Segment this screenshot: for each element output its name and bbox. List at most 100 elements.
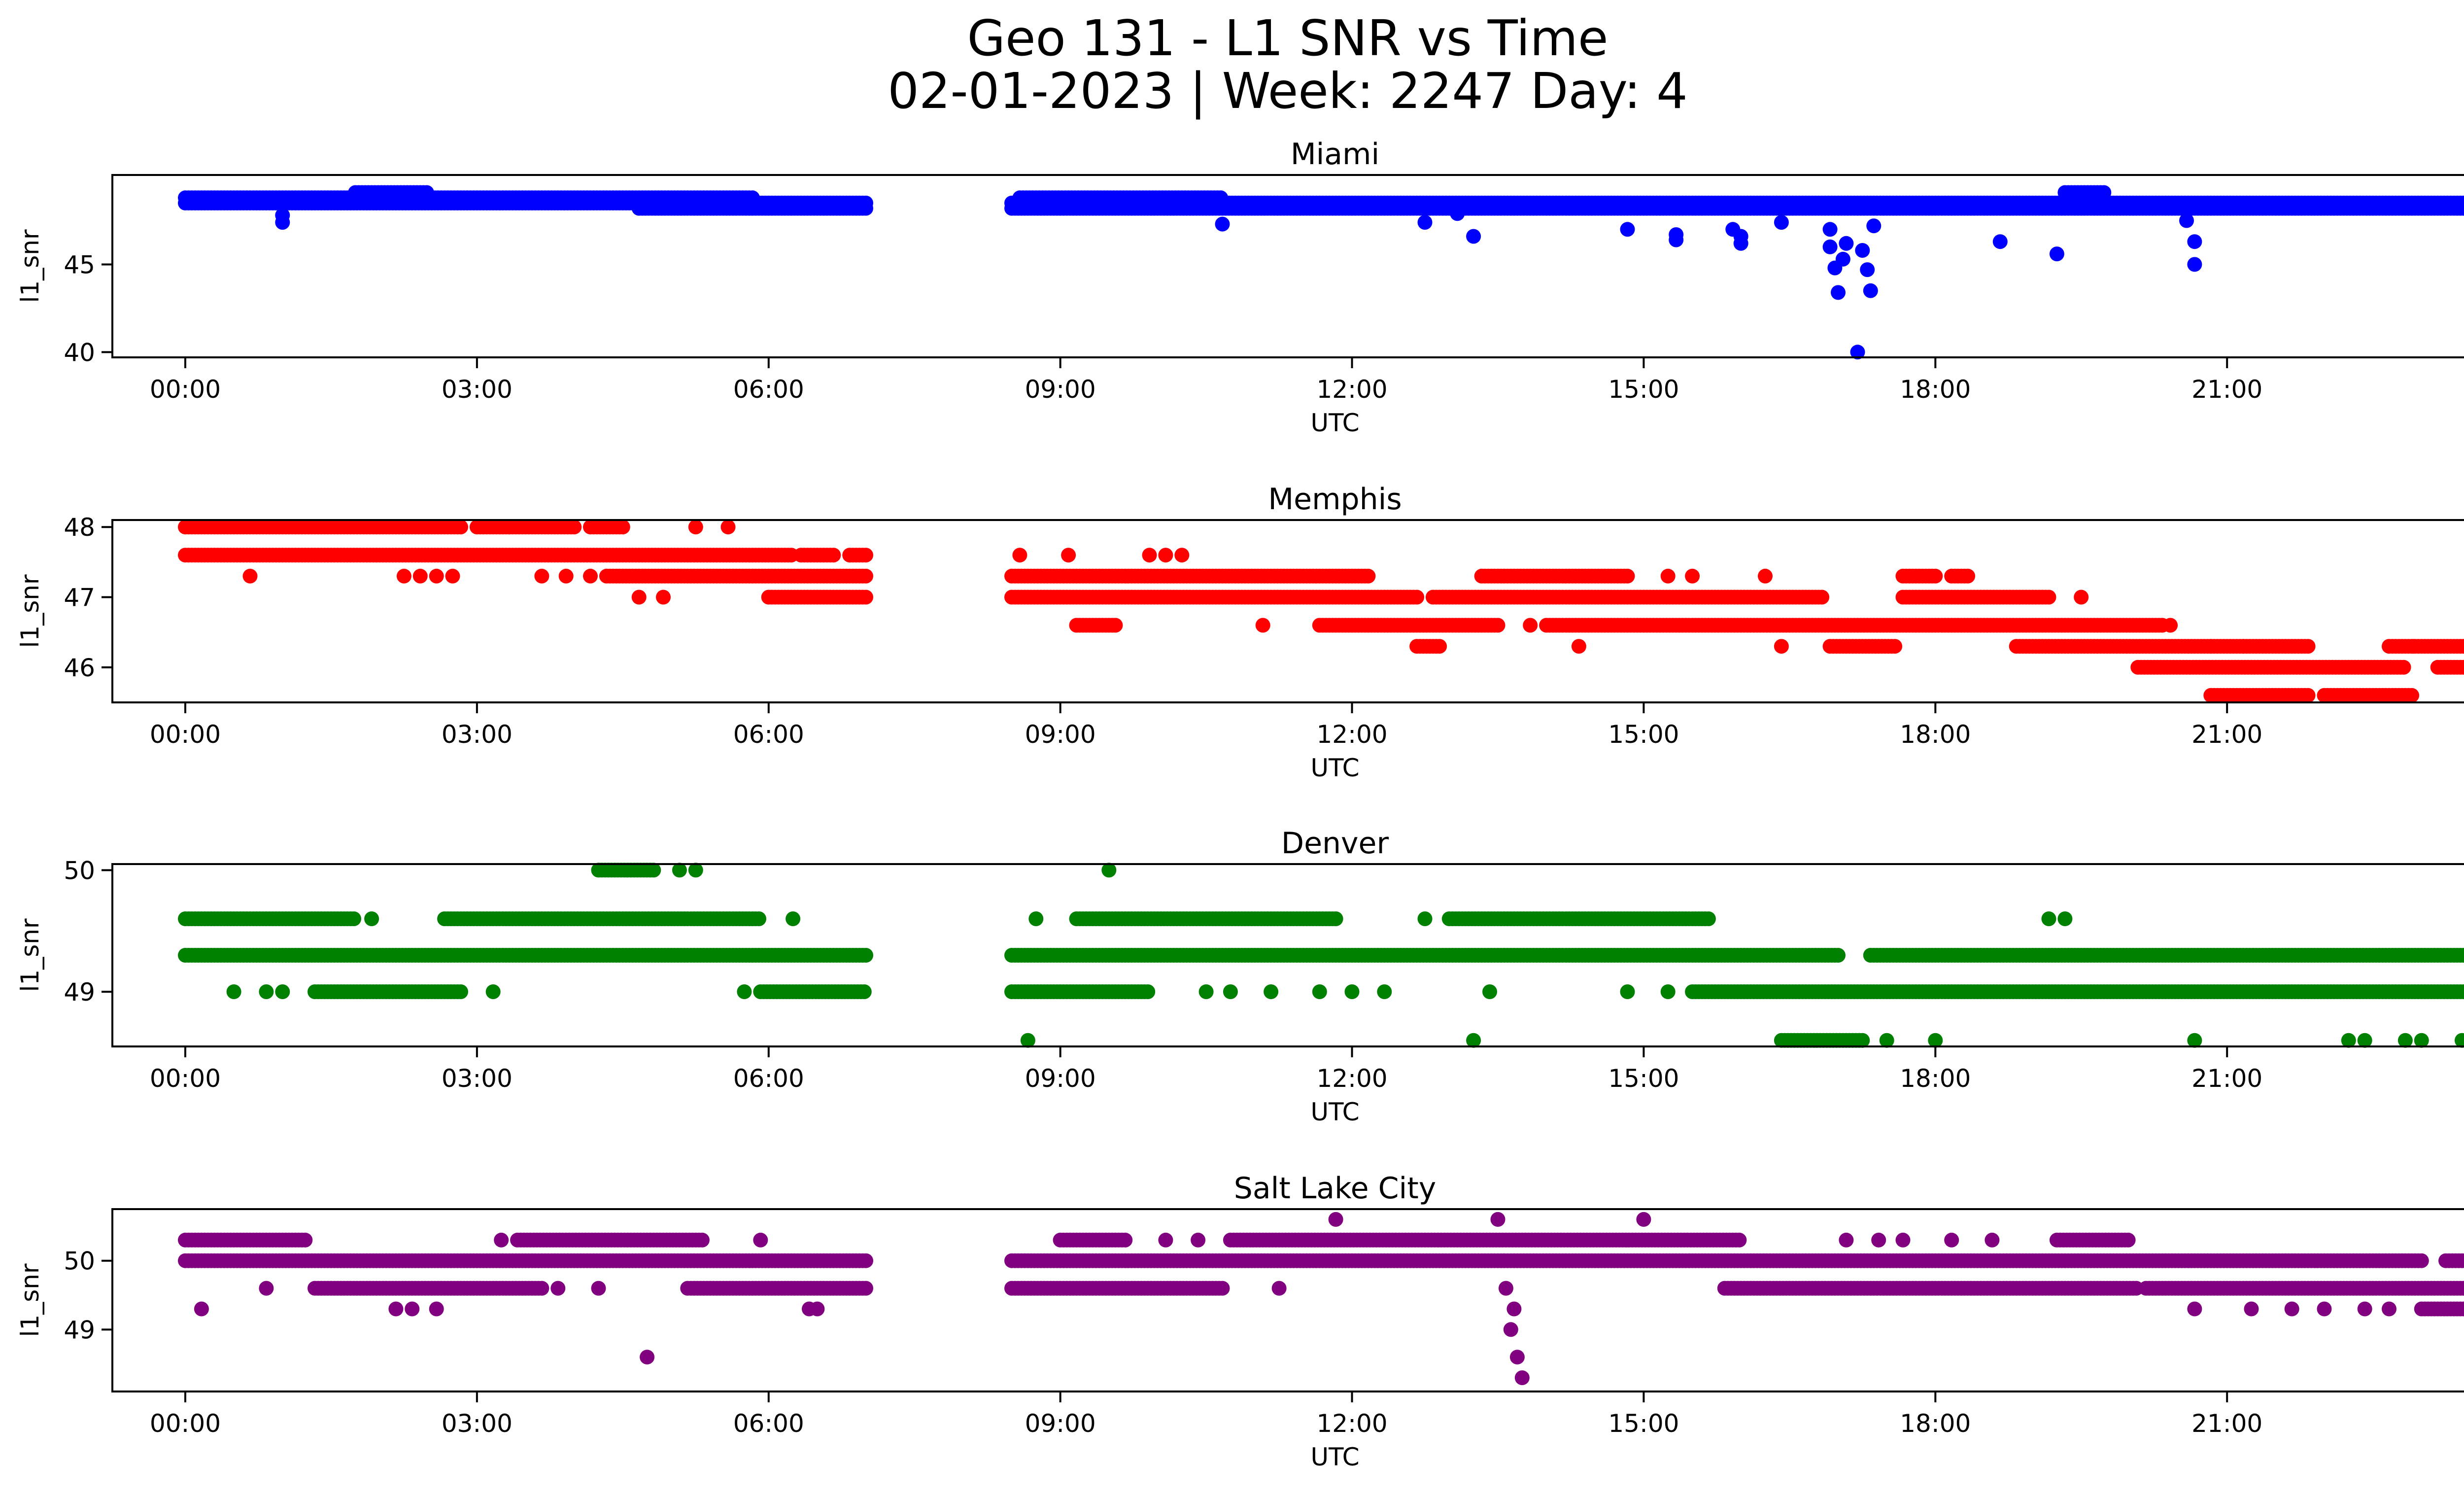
data-point	[1215, 216, 1230, 232]
x-tick-label: 21:00	[2191, 375, 2262, 404]
data-point	[583, 568, 598, 584]
x-tick-label: 00:00	[150, 1064, 221, 1093]
x-tick-label: 21:00	[2191, 1064, 2262, 1093]
data-point	[1328, 911, 1343, 926]
data-point	[1344, 984, 1360, 999]
x-tick-label: 06:00	[733, 1064, 804, 1093]
x-tick-label: 09:00	[1025, 1064, 1096, 1093]
data-point	[364, 911, 379, 926]
data-point	[1620, 984, 1635, 999]
data-point	[688, 520, 703, 535]
data-point	[656, 590, 671, 605]
data-point	[858, 568, 873, 584]
data-point	[567, 520, 582, 535]
data-point	[1432, 639, 1447, 654]
data-point	[1490, 618, 1506, 633]
plot-frame	[111, 519, 2464, 703]
data-point	[1685, 568, 1700, 584]
data-point	[1831, 285, 1846, 300]
data-point	[2187, 234, 2202, 249]
data-point	[615, 520, 630, 535]
data-point	[858, 948, 873, 963]
plot-frame	[111, 174, 2464, 358]
x-tick-label: 00:00	[150, 375, 221, 404]
y-tick-label: 45	[64, 250, 95, 279]
x-tick-label: 18:00	[1900, 375, 1971, 404]
data-point	[2096, 185, 2112, 200]
data-point	[1361, 568, 1376, 584]
panel-title: Denver	[1281, 826, 1389, 861]
y-tick-label: 48	[64, 513, 95, 542]
y-axis-label: l1_snr	[16, 229, 44, 303]
data-point	[1223, 984, 1238, 999]
data-point	[858, 590, 873, 605]
data-point	[1409, 590, 1425, 605]
data-point	[1140, 984, 1156, 999]
data-point	[259, 984, 274, 999]
data-point	[1620, 222, 1635, 237]
data-point	[1774, 639, 1789, 654]
data-point	[752, 911, 766, 926]
x-tick-label: 09:00	[1025, 720, 1096, 749]
data-point	[2463, 204, 2464, 213]
data-point	[1061, 548, 1076, 563]
data-point	[1860, 262, 1875, 278]
x-tick-label: 18:00	[1900, 1064, 1971, 1093]
x-tick-label: 03:00	[442, 720, 513, 749]
data-point	[1142, 548, 1157, 563]
data-point	[1450, 206, 1465, 221]
data-point	[2236, 639, 2251, 654]
figure-title-line-2: 02-01-2023 | Week: 2247 Day: 4	[888, 62, 1688, 120]
x-tick-label: 21:00	[2191, 720, 2262, 749]
data-point	[2179, 213, 2194, 228]
y-axis-label: l1_snr	[16, 574, 44, 648]
data-point	[1992, 234, 2008, 249]
data-point	[1850, 345, 1865, 360]
y-tick-label: 46	[64, 654, 95, 682]
data-point	[1417, 215, 1433, 230]
data-point	[1831, 948, 1846, 963]
y-tick-label: 50	[64, 856, 95, 885]
data-point	[1863, 283, 1878, 298]
x-tick-label: 06:00	[733, 375, 804, 404]
data-point	[1620, 568, 1635, 584]
data-point	[275, 208, 290, 223]
data-point	[412, 568, 428, 584]
data-point	[1960, 568, 1976, 584]
data-point	[720, 520, 736, 535]
data-point	[453, 984, 468, 999]
x-tick-label: 12:00	[1316, 1064, 1387, 1093]
data-point	[1928, 568, 1943, 584]
data-points	[178, 185, 2464, 360]
chart-panel-4: 00:00 03:00 06:00 09:00 12:00 15:00 18:00 21:00…	[16, 1171, 2464, 1471]
data-point	[2121, 1232, 2136, 1248]
data-point	[275, 984, 290, 999]
data-point	[2300, 688, 2316, 703]
data-point	[1466, 229, 1481, 244]
data-point	[2406, 639, 2421, 654]
x-tick-label: 06:00	[733, 720, 804, 749]
chart-panel-1: 00:00 03:00 06:00 09:00 12:00 15:00 18:00 21:00…	[16, 137, 2464, 437]
y-tick-label: 47	[64, 584, 95, 612]
y-tick-label: 40	[64, 338, 95, 367]
data-point	[1482, 984, 1497, 999]
data-point	[1312, 984, 1327, 999]
chart-panel-3: 00:00 03:00 06:00 09:00 12:00 15:00 18:00 21:00…	[16, 826, 2464, 1126]
data-point	[2041, 911, 2056, 926]
panel-title: Miami	[1291, 137, 1379, 172]
data-point	[1855, 243, 1870, 258]
figure-title-line-1: Geo 131 - L1 SNR vs Time	[967, 9, 1608, 67]
data-point	[1174, 548, 1190, 563]
data-point	[429, 568, 444, 584]
data-point	[298, 1232, 313, 1248]
data-point	[1660, 568, 1676, 584]
data-point	[737, 984, 752, 999]
data-point	[1733, 229, 1748, 244]
x-axis-label: UTC	[1310, 409, 1359, 437]
data-point	[1866, 218, 1882, 234]
data-point	[858, 201, 873, 216]
data-point	[242, 568, 258, 584]
x-tick-label: 15:00	[1608, 375, 1679, 404]
data-point	[1822, 222, 1838, 237]
